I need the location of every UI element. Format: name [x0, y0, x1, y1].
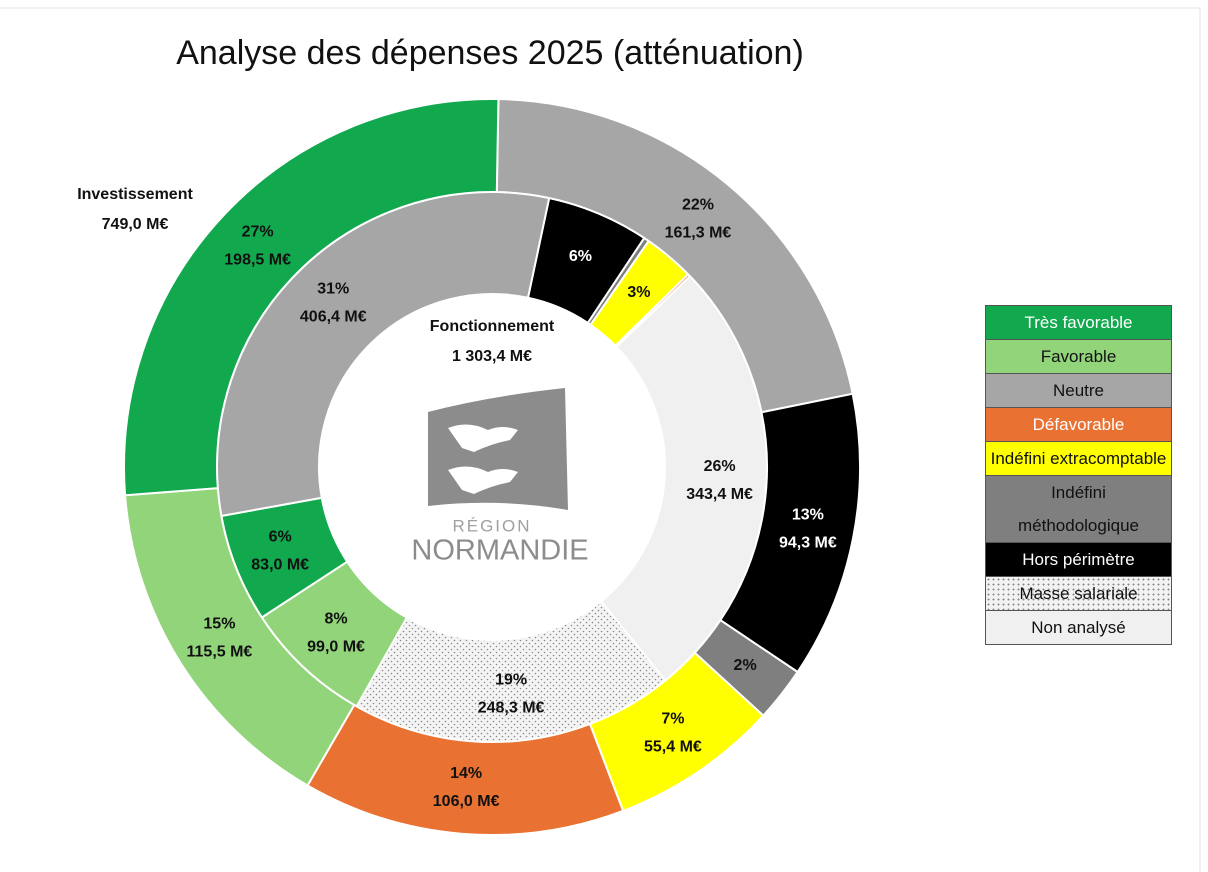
percent-label: 2% — [734, 657, 757, 674]
legend-item: Hors périmètre — [986, 543, 1171, 577]
value-label: 99,0 M€ — [307, 639, 365, 656]
value-label: 161,3 M€ — [665, 225, 732, 242]
percent-label: 6% — [569, 248, 592, 265]
legend-item: Non analysé — [986, 611, 1171, 644]
legend-item: Favorable — [986, 340, 1171, 374]
logo: RÉGION NORMANDIE — [411, 388, 589, 567]
percent-label: 14% — [450, 765, 482, 782]
value-label: 343,4 M€ — [686, 486, 753, 503]
percent-label: 13% — [792, 507, 824, 524]
legend-item: Neutre — [986, 374, 1171, 408]
value-label: 94,3 M€ — [779, 535, 837, 552]
value-label: 106,0 M€ — [433, 793, 500, 810]
percent-label: 27% — [242, 223, 274, 240]
logo-lions — [448, 424, 518, 494]
value-label: 406,4 M€ — [300, 309, 367, 326]
donut-segment — [495, 98, 854, 414]
legend: Très favorable Favorable Neutre Défavorable… — [985, 305, 1172, 645]
chart-title: Analyse des dépenses 2025 (atténuation) — [176, 34, 804, 72]
logo-line2: NORMANDIE — [411, 535, 588, 567]
ring-total: 1 303,4 M€ — [452, 348, 532, 365]
ring-name: Fonctionnement — [430, 318, 555, 335]
percent-label: 15% — [203, 616, 235, 633]
percent-label: 22% — [682, 197, 714, 214]
ring-total: 749,0 M€ — [102, 216, 169, 233]
percent-label: 19% — [495, 671, 527, 688]
value-label: 83,0 M€ — [251, 557, 309, 574]
value-label: 248,3 M€ — [478, 699, 545, 716]
legend-item: Défavorable — [986, 408, 1171, 442]
percent-label: 7% — [661, 711, 684, 728]
percent-label: 26% — [704, 458, 736, 475]
logo-line1: RÉGION — [452, 516, 531, 535]
percent-label: 31% — [317, 281, 349, 298]
legend-item: Masse salariale — [986, 577, 1171, 611]
legend-item: Très favorable — [986, 306, 1171, 340]
donut-segment — [123, 98, 500, 497]
percent-label: 3% — [627, 284, 650, 301]
percent-label: 8% — [324, 611, 347, 628]
legend-item: Indéfini extracomptable — [986, 442, 1171, 476]
value-label: 55,4 M€ — [644, 739, 702, 756]
legend-item: Indéfini méthodologique — [986, 476, 1171, 543]
value-label: 198,5 M€ — [224, 251, 291, 268]
logo-shield — [428, 388, 568, 510]
percent-label: 6% — [269, 529, 292, 546]
value-label: 115,5 M€ — [187, 644, 253, 661]
ring-name: Investissement — [77, 186, 193, 203]
